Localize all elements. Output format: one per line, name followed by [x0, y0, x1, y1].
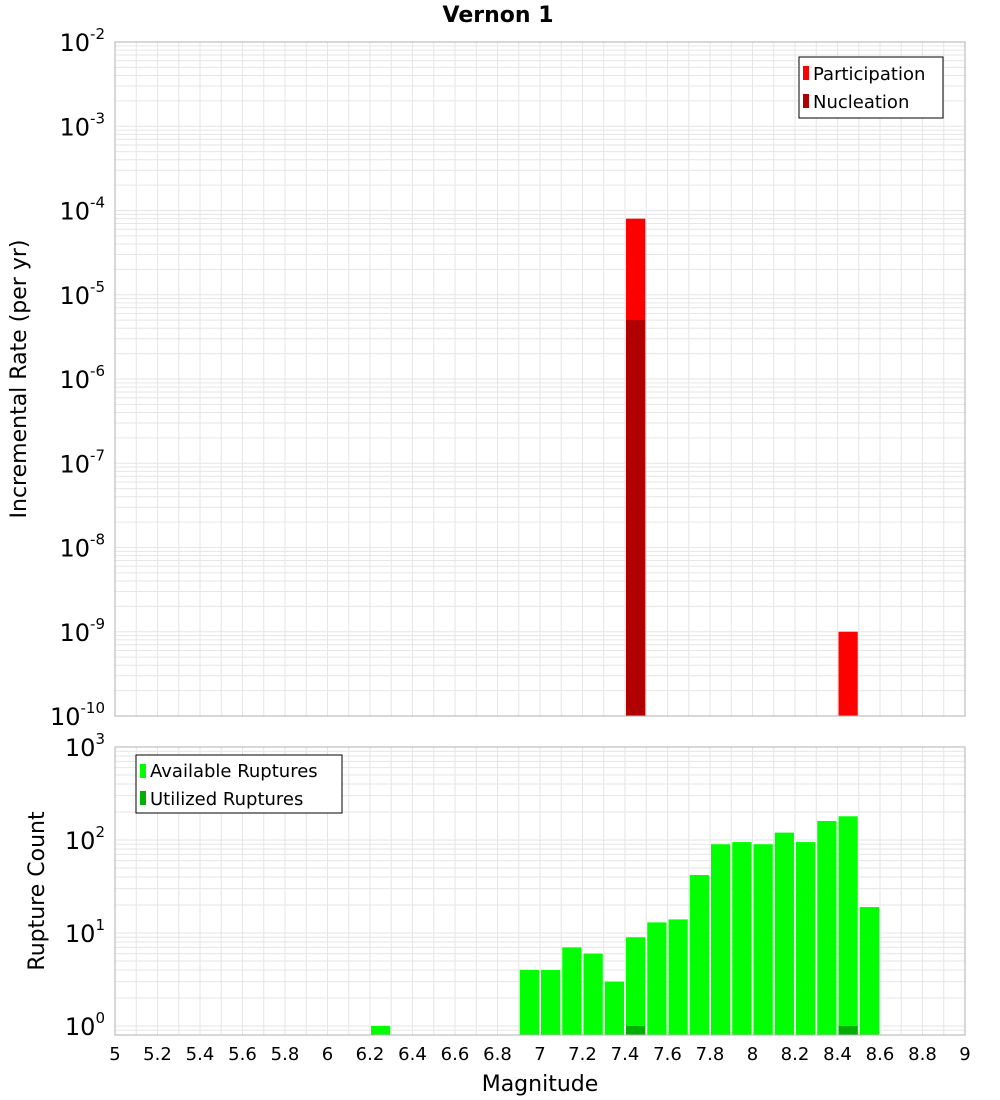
count-y-axis-label: Rupture Count: [25, 811, 50, 971]
available-ruptures-bar: [604, 981, 624, 1035]
rate-y-tick-label: 10-4: [59, 194, 105, 226]
magnitude-x-tick-label: 5: [109, 1044, 120, 1065]
nucleation-bar: [626, 320, 646, 716]
available-legend-swatch: [140, 764, 146, 778]
count-y-tick-label: 103: [65, 730, 105, 762]
rate-legend-box: [798, 56, 944, 119]
rate-y-ticks: 10-10 10-9 10-8 10-7 10-6 10-5 10-4 10-3 10-2: [50, 25, 105, 731]
magnitude-x-tick-label: 8.6: [866, 1044, 895, 1065]
count-y-tick-label: 102: [65, 823, 105, 855]
nucleation-legend-swatch: [803, 94, 809, 108]
magnitude-x-tick-label: 5.6: [228, 1044, 257, 1065]
magnitude-x-tick-label: 8.8: [908, 1044, 937, 1065]
count-y-tick-label: 101: [65, 916, 105, 948]
count-y-tick-label: 100: [65, 1009, 105, 1041]
participation-legend-label: Participation: [813, 64, 925, 85]
count-legend-box: [135, 754, 343, 814]
rate-y-tick-label: 10-3: [59, 109, 105, 141]
magnitude-x-tick-label: 5.8: [271, 1044, 300, 1065]
count-legend: Available Ruptures Utilized Ruptures: [135, 754, 343, 814]
available-ruptures-bar: [689, 875, 709, 1035]
magnitude-x-tick-label: 6: [322, 1044, 333, 1065]
rate-y-tick-label: 10-5: [59, 278, 105, 310]
available-ruptures-bar: [796, 842, 816, 1035]
magnitude-x-tick-label: 7.8: [696, 1044, 725, 1065]
magnitude-x-tick-label: 8.4: [823, 1044, 852, 1065]
available-ruptures-bar: [774, 832, 794, 1035]
magnitude-x-tick-label: 6.2: [356, 1044, 385, 1065]
magnitude-x-tick-label: 6.6: [441, 1044, 470, 1065]
available-ruptures-bar: [732, 842, 752, 1035]
available-ruptures-bar: [371, 1025, 391, 1035]
magnitude-x-tick-label: 6.4: [398, 1044, 427, 1065]
chart-title: Vernon 1: [443, 3, 554, 28]
available-ruptures-bar: [753, 844, 773, 1035]
magnitude-x-ticks: 5 5.2 5.4 5.6 5.8 6 6.2 6.4 6.6 6.8 7 7.2 7.4 7.6 7.8 8…: [109, 1044, 970, 1065]
utilized-legend-label: Utilized Ruptures: [150, 789, 303, 810]
available-ruptures-bar: [817, 821, 837, 1035]
count-y-ticks: 100 101 102 103: [65, 730, 105, 1041]
rate-y-tick-label: 10-6: [59, 362, 105, 394]
participation-legend-swatch: [803, 66, 809, 80]
utilized-ruptures-bar: [626, 1025, 646, 1035]
magnitude-x-tick-label: 7.6: [653, 1044, 682, 1065]
rate-y-tick-label: 10-8: [59, 531, 105, 563]
rate-grid: [114, 42, 966, 717]
available-ruptures-bar: [838, 816, 858, 1035]
utilized-legend-swatch: [140, 791, 146, 805]
available-ruptures-bar: [562, 947, 582, 1035]
magnitude-x-tick-label: 8.2: [781, 1044, 810, 1065]
magnitude-x-tick-label: 7: [534, 1044, 545, 1065]
available-ruptures-bar: [626, 937, 646, 1035]
rate-y-tick-label: 10-7: [59, 446, 105, 478]
count-bars: [371, 816, 879, 1035]
available-legend-label: Available Ruptures: [150, 761, 318, 782]
rate-y-tick-label: 10-2: [59, 25, 105, 57]
count-panel: 100 101 102 103 5 5.2 5.4 5.6 5.8 6 6.2 6.4 6.6 6.8 7…: [25, 730, 971, 1097]
magnitude-x-axis-label: Magnitude: [482, 1072, 599, 1097]
nucleation-legend-label: Nucleation: [813, 92, 909, 113]
available-ruptures-bar: [647, 922, 667, 1035]
rate-panel: 10-10 10-9 10-8 10-7 10-6 10-5 10-4 10-3 10-2 In…: [7, 25, 966, 731]
rate-y-axis-label: Incremental Rate (per yr): [7, 240, 32, 519]
rate-plot-frame: [114, 41, 966, 717]
magnitude-x-tick-label: 5.4: [186, 1044, 215, 1065]
available-ruptures-bar: [583, 953, 603, 1035]
available-ruptures-bar: [519, 969, 539, 1035]
rate-bars: [626, 218, 858, 716]
rate-y-tick-label: 10-9: [59, 615, 105, 647]
available-ruptures-bar: [668, 919, 688, 1035]
magnitude-x-tick-label: 7.2: [568, 1044, 597, 1065]
magnitude-x-tick-label: 7.4: [611, 1044, 640, 1065]
available-ruptures-bar: [541, 969, 561, 1035]
rate-legend: Participation Nucleation: [798, 56, 944, 119]
magnitude-x-tick-label: 9: [959, 1044, 970, 1065]
available-ruptures-bar: [859, 907, 879, 1035]
magnitude-x-tick-label: 5.2: [143, 1044, 172, 1065]
rate-y-tick-label: 10-10: [50, 699, 105, 731]
available-ruptures-bar: [711, 844, 731, 1035]
count-plot-frame: [114, 746, 966, 1036]
magnitude-x-tick-label: 6.8: [483, 1044, 512, 1065]
participation-bar: [838, 631, 858, 716]
utilized-ruptures-bar: [838, 1025, 858, 1035]
magnitude-x-tick-label: 8: [747, 1044, 758, 1065]
